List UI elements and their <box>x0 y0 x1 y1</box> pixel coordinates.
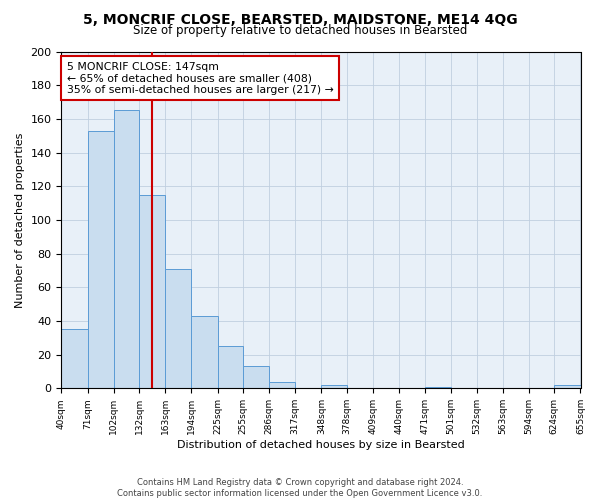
Bar <box>554 385 581 388</box>
Bar <box>114 110 139 388</box>
Text: Size of property relative to detached houses in Bearsted: Size of property relative to detached ho… <box>133 24 467 37</box>
Bar <box>269 382 295 388</box>
Bar <box>425 386 451 388</box>
Bar <box>191 316 218 388</box>
Bar <box>88 130 114 388</box>
Bar <box>322 385 347 388</box>
Bar <box>218 346 243 389</box>
Bar <box>165 269 191 388</box>
Bar <box>139 194 165 388</box>
X-axis label: Distribution of detached houses by size in Bearsted: Distribution of detached houses by size … <box>177 440 465 450</box>
Text: 5, MONCRIF CLOSE, BEARSTED, MAIDSTONE, ME14 4QG: 5, MONCRIF CLOSE, BEARSTED, MAIDSTONE, M… <box>83 12 517 26</box>
Bar <box>243 366 269 388</box>
Y-axis label: Number of detached properties: Number of detached properties <box>15 132 25 308</box>
Bar <box>61 330 88 388</box>
Text: 5 MONCRIF CLOSE: 147sqm
← 65% of detached houses are smaller (408)
35% of semi-d: 5 MONCRIF CLOSE: 147sqm ← 65% of detache… <box>67 62 334 95</box>
Text: Contains HM Land Registry data © Crown copyright and database right 2024.
Contai: Contains HM Land Registry data © Crown c… <box>118 478 482 498</box>
